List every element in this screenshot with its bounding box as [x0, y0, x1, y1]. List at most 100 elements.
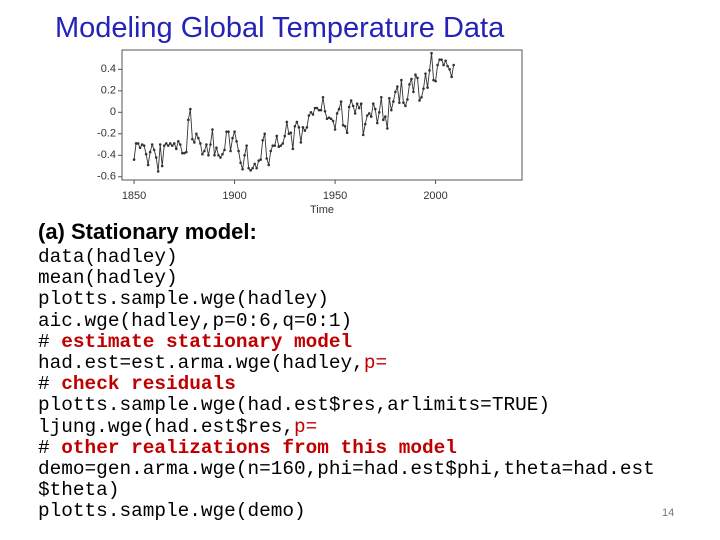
- slide-title: Modeling Global Temperature Data: [55, 12, 505, 44]
- data-point: [269, 149, 273, 153]
- section-heading: (a) Stationary model:: [38, 219, 257, 244]
- data-point: [235, 140, 238, 143]
- data-point: [152, 148, 156, 152]
- code-block: data(hadley) mean(hadley) plotts.sample.wg…: [38, 246, 655, 522]
- data-point: [408, 83, 411, 86]
- data-point: [301, 126, 305, 129]
- data-point: [444, 59, 447, 63]
- data-point: [303, 129, 307, 132]
- data-point: [339, 100, 343, 103]
- y-tick-label: -0.6: [97, 171, 116, 183]
- data-point: [432, 78, 435, 82]
- data-point: [404, 104, 407, 108]
- data-point: [428, 69, 431, 72]
- data-point: [172, 142, 176, 145]
- code-text: $theta): [38, 479, 120, 502]
- data-point: [197, 136, 200, 140]
- data-point: [265, 157, 269, 160]
- data-point: [365, 114, 369, 117]
- code-line: mean(hadley): [38, 268, 655, 289]
- data-point: [164, 142, 168, 145]
- x-tick-label: 1900: [222, 190, 246, 202]
- data-point: [392, 100, 395, 103]
- data-point: [325, 117, 329, 121]
- data-point: [255, 166, 258, 170]
- data-point: [379, 95, 383, 99]
- data-point: [154, 156, 158, 159]
- data-point: [343, 124, 347, 128]
- code-line: plotts.sample.wge(hadley): [38, 289, 655, 310]
- data-point: [156, 170, 160, 173]
- data-point: [148, 150, 152, 154]
- code-text: p=: [294, 415, 318, 438]
- code-text: #: [38, 330, 62, 353]
- code-line: # other realizations from this model: [38, 436, 655, 459]
- data-point: [136, 142, 140, 145]
- data-point: [185, 150, 188, 154]
- data-point: [355, 102, 359, 106]
- data-point: [345, 131, 349, 135]
- data-point: [166, 144, 170, 147]
- data-point: [275, 134, 279, 138]
- data-point: [170, 144, 174, 147]
- data-point: [371, 102, 375, 106]
- data-point: [138, 146, 142, 150]
- data-point: [450, 75, 453, 79]
- x-tick-label: 2000: [423, 190, 447, 202]
- data-point: [333, 128, 337, 131]
- data-point: [361, 133, 365, 137]
- code-text: plotts.sample.wge(had.est$res,arlimits=T…: [38, 394, 550, 417]
- data-point: [321, 95, 325, 99]
- data-point: [414, 73, 417, 77]
- data-point: [227, 130, 230, 133]
- data-point: [373, 107, 377, 111]
- data-point: [249, 169, 252, 172]
- page-number: 14: [662, 507, 675, 519]
- data-point: [239, 161, 242, 165]
- data-point: [412, 90, 415, 94]
- data-point: [367, 112, 371, 115]
- data-point: [257, 159, 260, 162]
- data-point: [398, 101, 401, 104]
- data-line: [133, 53, 455, 172]
- x-tick-label: 1850: [122, 190, 146, 202]
- data-point: [281, 142, 285, 145]
- code-text: data(hadley): [38, 246, 178, 268]
- data-point: [231, 136, 234, 140]
- data-point: [416, 76, 419, 80]
- data-point: [319, 108, 323, 112]
- data-point: [195, 132, 198, 136]
- code-line: ljung.wge(had.est$res,p=: [38, 415, 655, 438]
- data-point: [181, 151, 184, 155]
- data-point: [331, 119, 335, 123]
- data-point: [418, 99, 421, 102]
- data-point: [261, 138, 265, 142]
- data-point: [229, 149, 232, 153]
- data-point: [263, 132, 267, 136]
- data-point: [271, 144, 275, 147]
- code-line: plotts.sample.wge(had.est$res,arlimits=T…: [38, 395, 655, 416]
- data-point: [233, 130, 236, 133]
- code-text: demo=gen.arma.wge(n=160,phi=had.est$phi,…: [38, 457, 655, 480]
- code-line: aic.wge(hadley,p=0:6,q=0:1): [38, 310, 655, 332]
- y-tick-label: 0: [110, 106, 116, 118]
- data-point: [201, 152, 204, 156]
- data-point: [375, 121, 379, 125]
- data-point: [426, 86, 429, 89]
- data-point: [311, 113, 315, 116]
- data-point: [382, 118, 385, 122]
- data-point: [273, 144, 277, 147]
- data-point: [396, 85, 399, 88]
- data-point: [384, 115, 387, 118]
- chart: -0.6 -0.4 -0.2 0 0.2 0.4 1850 1900 1950 2000 Time: [97, 49, 523, 216]
- code-text: #: [38, 436, 62, 459]
- data-point: [434, 79, 437, 83]
- y-tick-label: -0.4: [97, 149, 116, 161]
- code-text: p=: [363, 351, 388, 374]
- data-point: [251, 166, 254, 170]
- data-point: [357, 106, 361, 110]
- data-point: [307, 114, 311, 117]
- data-point: [394, 90, 397, 94]
- data-point: [337, 107, 341, 111]
- data-point: [241, 167, 244, 171]
